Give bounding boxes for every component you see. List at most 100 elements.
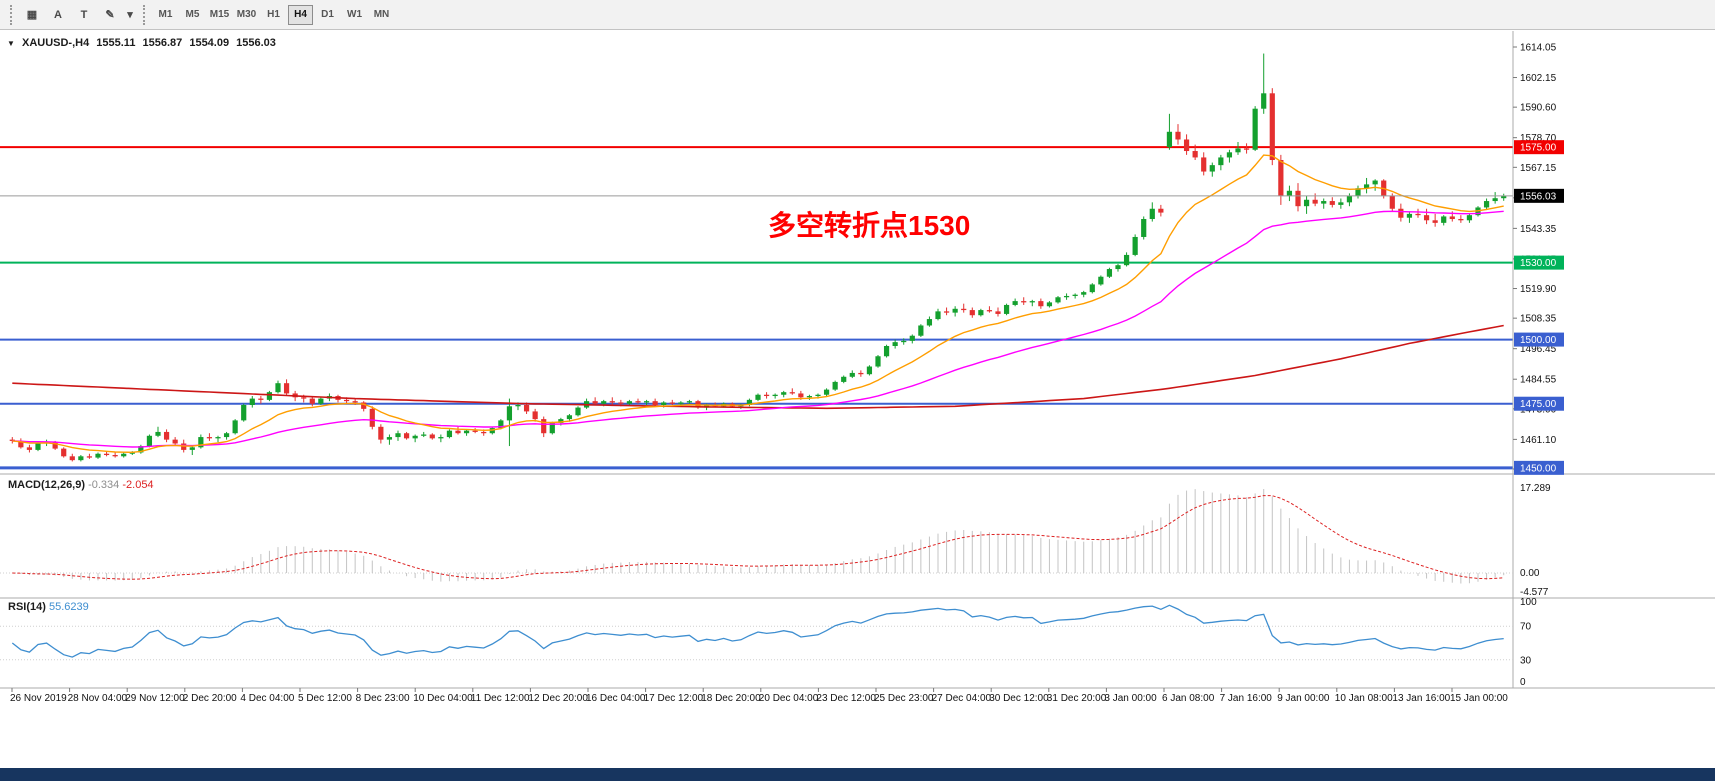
svg-text:26 Nov 2019: 26 Nov 2019 <box>10 693 67 704</box>
svg-text:1556.03: 1556.03 <box>1520 191 1557 202</box>
text-t-tool-button[interactable]: T <box>80 8 88 21</box>
rsi-panel: 100 70 30 0 <box>0 597 1537 688</box>
timeframe-D1-button[interactable]: D1 <box>321 9 334 20</box>
timeframe-M30-button[interactable]: M30 <box>236 9 257 20</box>
svg-text:23 Dec 12:00: 23 Dec 12:00 <box>816 693 876 704</box>
svg-text:1461.10: 1461.10 <box>1520 435 1557 446</box>
svg-text:25 Dec 23:00: 25 Dec 23:00 <box>874 693 934 704</box>
ohlc-high: 1556.87 <box>142 37 183 49</box>
ohlc-close: 1556.03 <box>236 37 276 49</box>
timeframe-M5-button[interactable]: M5 <box>185 9 200 20</box>
rsi-line <box>11 604 1504 658</box>
macd-name: MACD(12,26,9) <box>8 479 86 491</box>
svg-text:1500.00: 1500.00 <box>1520 335 1557 346</box>
svg-text:100: 100 <box>1520 597 1537 608</box>
draw-shapes-tool-button[interactable]: ✎ <box>105 9 115 21</box>
svg-text:28 Nov 04:00: 28 Nov 04:00 <box>68 693 128 704</box>
svg-text:4 Dec 04:00: 4 Dec 04:00 <box>240 693 294 704</box>
svg-text:18 Dec 20:00: 18 Dec 20:00 <box>701 693 761 704</box>
moving-averages <box>12 154 1504 454</box>
svg-text:29 Nov 12:00: 29 Nov 12:00 <box>125 693 185 704</box>
svg-text:15 Jan 00:00: 15 Jan 00:00 <box>1450 693 1508 704</box>
candles <box>9 53 1507 462</box>
collapse-triangle-icon[interactable]: ▼ <box>7 39 15 48</box>
macd-signal-line <box>12 495 1504 580</box>
svg-text:30 Dec 12:00: 30 Dec 12:00 <box>989 693 1049 704</box>
ma-mid-line <box>12 210 1504 448</box>
ma-fast-line <box>12 154 1504 454</box>
price-badge-1475.00: 1475.00 <box>1514 396 1564 411</box>
svg-text:9 Jan 00:00: 9 Jan 00:00 <box>1277 693 1330 704</box>
shapes-dropdown-button[interactable]: ▾ <box>127 9 133 21</box>
price-badge-1530.00: 1530.00 <box>1514 255 1564 270</box>
macd-axis: 17.289 0.00 -4.577 <box>1520 483 1551 598</box>
svg-text:1484.55: 1484.55 <box>1520 375 1557 386</box>
svg-text:30: 30 <box>1520 655 1532 666</box>
panel-separators[interactable] <box>0 31 1715 689</box>
timeframe-M1-button[interactable]: M1 <box>158 9 173 20</box>
svg-text:5 Dec 12:00: 5 Dec 12:00 <box>298 693 352 704</box>
svg-text:1450.00: 1450.00 <box>1520 463 1557 474</box>
svg-text:17 Dec 12:00: 17 Dec 12:00 <box>644 693 704 704</box>
level-lines[interactable] <box>0 146 1513 470</box>
svg-text:31 Dec 20:00: 31 Dec 20:00 <box>1047 693 1107 704</box>
svg-text:1578.70: 1578.70 <box>1520 133 1557 144</box>
svg-text:6 Jan 08:00: 6 Jan 08:00 <box>1162 693 1215 704</box>
svg-text:0: 0 <box>1520 677 1526 688</box>
ohlc-low: 1554.09 <box>189 37 230 49</box>
svg-text:20 Dec 04:00: 20 Dec 04:00 <box>759 693 819 704</box>
ma-slow-line <box>12 324 1504 410</box>
chart-title: ▼ XAUUSD-,H4 1555.11 1556.87 1554.09 155… <box>7 37 280 49</box>
svg-text:1530.00: 1530.00 <box>1520 258 1557 269</box>
macd-indicator-label: MACD(12,26,9) -0.334 -2.054 <box>8 479 154 491</box>
svg-text:7 Jan 16:00: 7 Jan 16:00 <box>1220 693 1273 704</box>
svg-text:-4.577: -4.577 <box>1520 587 1549 598</box>
timeframe-toolbar: M1 M5 M15 M30 H1 H4 D1 W1 MN <box>152 4 395 25</box>
timeframe-toolbar-grip[interactable] <box>143 4 146 25</box>
timeframe-H1-button[interactable]: H1 <box>267 9 280 20</box>
rsi-name: RSI(14) <box>8 601 46 613</box>
price-badge-1500.00: 1500.00 <box>1514 332 1564 347</box>
svg-text:16 Dec 04:00: 16 Dec 04:00 <box>586 693 646 704</box>
svg-text:3 Jan 00:00: 3 Jan 00:00 <box>1104 693 1157 704</box>
price-badge-1575.00: 1575.00 <box>1514 140 1564 155</box>
toolbar: ▦ A T ✎ ▾ M1 M5 M15 M30 H1 H4 D1 W1 MN <box>0 0 1715 30</box>
timeframe-MN-button[interactable]: MN <box>373 9 390 20</box>
svg-text:11 Dec 12:00: 11 Dec 12:00 <box>471 693 530 704</box>
macd-histogram <box>20 489 1505 584</box>
horizontal-scrollbar[interactable] <box>0 768 1715 781</box>
svg-text:1575.00: 1575.00 <box>1520 143 1557 154</box>
timeframe-W1-button[interactable]: W1 <box>347 9 362 20</box>
svg-text:12 Dec 20:00: 12 Dec 20:00 <box>528 693 588 704</box>
svg-text:70: 70 <box>1520 622 1532 633</box>
svg-text:1567.15: 1567.15 <box>1520 163 1557 174</box>
timeframe-H4-button[interactable]: H4 <box>288 4 313 25</box>
macd-main-value: -0.334 <box>88 479 120 491</box>
svg-text:13 Jan 16:00: 13 Jan 16:00 <box>1392 693 1450 704</box>
svg-text:10 Dec 04:00: 10 Dec 04:00 <box>413 693 473 704</box>
svg-text:8 Dec 23:00: 8 Dec 23:00 <box>356 693 410 704</box>
ohlc-open: 1555.11 <box>96 37 136 49</box>
timeframe-M15-button[interactable]: M15 <box>209 9 230 20</box>
svg-text:1602.15: 1602.15 <box>1520 73 1557 84</box>
macd-signal-value: -2.054 <box>122 479 154 491</box>
svg-text:1508.35: 1508.35 <box>1520 314 1557 325</box>
svg-text:27 Dec 04:00: 27 Dec 04:00 <box>932 693 992 704</box>
svg-text:0.00: 0.00 <box>1520 568 1540 579</box>
annotation-text[interactable]: 多空转折点1530 <box>768 210 971 241</box>
svg-text:1475.00: 1475.00 <box>1520 399 1557 410</box>
svg-text:1614.05: 1614.05 <box>1520 43 1557 54</box>
toolbar-grip[interactable] <box>10 4 13 25</box>
svg-text:10 Jan 08:00: 10 Jan 08:00 <box>1335 693 1393 704</box>
rsi-value: 55.6239 <box>48 601 89 613</box>
price-badge-1556.03: 1556.03 <box>1514 188 1564 203</box>
symbol-period-label: XAUUSD-,H4 <box>21 37 90 49</box>
grid-tool-button[interactable]: ▦ <box>26 9 38 21</box>
price-badge-1450.00: 1450.00 <box>1514 460 1564 475</box>
svg-text:17.289: 17.289 <box>1520 483 1551 494</box>
svg-text:1519.90: 1519.90 <box>1520 284 1557 295</box>
svg-text:1590.60: 1590.60 <box>1520 103 1557 114</box>
text-a-tool-button[interactable]: A <box>54 8 62 21</box>
